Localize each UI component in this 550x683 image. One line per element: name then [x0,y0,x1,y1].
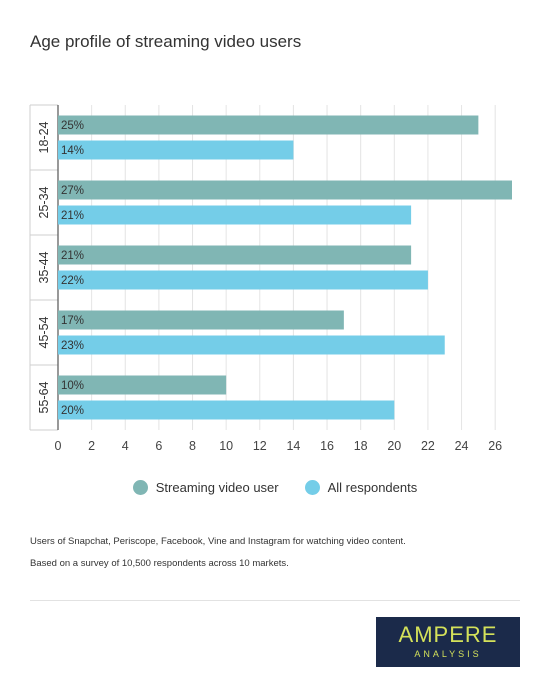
data-label: 21% [61,210,84,222]
legend-swatch-streaming [132,480,148,495]
data-label: 22% [61,275,84,287]
x-tick-label: 0 [55,439,62,453]
ampere-analysis-logo: AMPERE ANALYSIS [376,617,520,667]
labels: 0 2 4 6 8 10 12 14 16 18 20 22 24 2625%14%18-2427%21%… [37,120,502,453]
x-tick-label: 10 [219,439,233,453]
category-label: 35-44 [37,251,51,283]
x-tick-label: 2 [88,439,95,453]
data-label: 23% [61,340,84,352]
bar [58,400,395,420]
data-label: 17% [61,315,84,327]
footnote-platforms: Users of Snapchat, Periscope, Facebook, … [30,536,406,547]
x-tick-label: 8 [189,439,196,453]
x-tick-label: 20 [387,439,401,453]
bar [58,245,412,265]
legend-label-streaming: Streaming video user [155,480,279,495]
legend-item-streaming: Streaming video user [132,480,279,495]
x-tick-label: 18 [354,439,368,453]
chart-title: Age profile of streaming video users [30,32,302,51]
data-label: 14% [61,145,84,157]
category-label: 45-54 [37,316,51,348]
x-tick-label: 26 [488,439,502,453]
bar-chart: 0 2 4 6 8 10 12 14 16 18 20 22 24 2625%14%18-2427%21%… [29,104,512,453]
x-tick-label: 6 [155,439,162,453]
divider [30,600,520,601]
category-label: 18-24 [37,121,51,153]
data-label: 27% [61,185,84,197]
x-tick-label: 14 [286,439,300,453]
legend-label-all: All respondents [327,480,418,495]
bar [58,375,227,395]
bar [58,270,428,290]
bar [58,115,479,135]
x-tick-label: 22 [421,439,435,453]
category-label: 55-64 [37,381,51,413]
legend-swatch-all [304,480,320,495]
data-label: 25% [61,120,84,132]
bar [58,335,445,355]
x-tick-label: 24 [455,439,469,453]
legend-item-all: All respondents [304,480,418,495]
bar [58,140,294,160]
bars [58,115,512,420]
data-label: 10% [61,380,84,392]
legend: Streaming video user All respondents [0,480,550,495]
bar [58,310,344,330]
x-tick-label: 4 [122,439,129,453]
bar [58,180,512,200]
bar [58,205,412,225]
x-tick-label: 16 [320,439,334,453]
data-label: 21% [61,250,84,262]
category-label: 25-34 [37,186,51,218]
footnote-survey: Based on a survey of 10,500 respondents … [30,558,289,569]
logo-sub-text: ANALYSIS [414,649,482,659]
logo-main-text: AMPERE [398,622,498,647]
x-tick-label: 12 [253,439,267,453]
data-label: 20% [61,405,84,417]
